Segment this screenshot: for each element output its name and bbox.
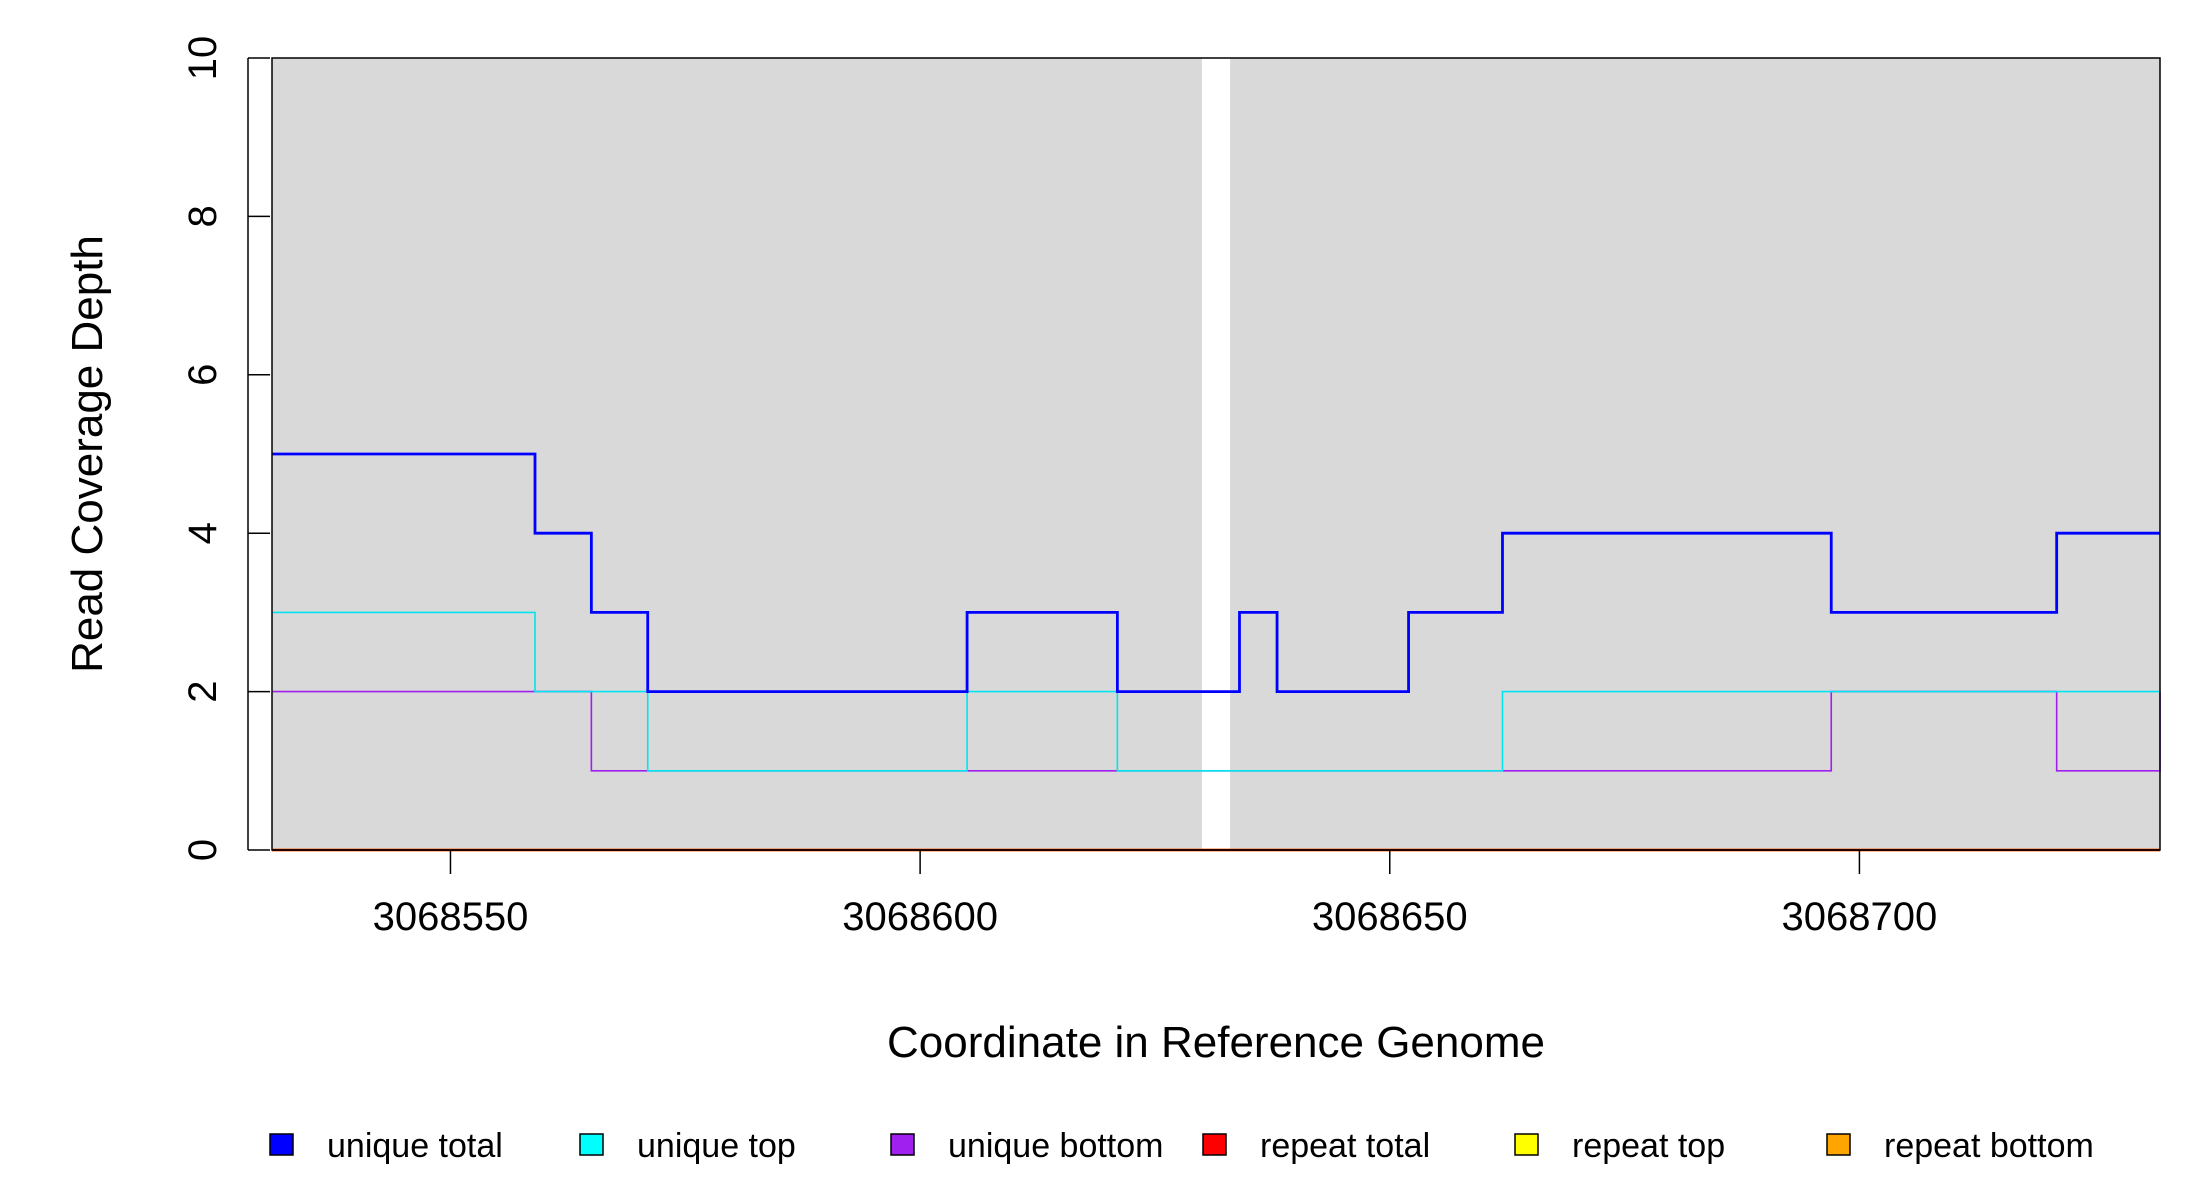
legend-swatch [1202,1133,1227,1156]
y-tick-label: 4 [181,522,225,544]
legend-label: unique bottom [948,1127,1164,1165]
legend-item-unique-bottom: unique bottom [890,1127,1164,1165]
legend-item-repeat-bottom: repeat bottom [1826,1127,2094,1165]
y-axis-label: Read Coverage Depth [63,235,112,673]
x-axis: 3068550 3068600 3068650 3068700 [272,849,2160,939]
x-tick-label: 3068700 [1782,895,1938,939]
legend-label: unique total [327,1127,503,1165]
legend-item-repeat-top: repeat top [1514,1127,1725,1165]
y-axis: 0 2 4 6 8 10 [181,36,270,861]
y-tick-label: 6 [181,364,225,386]
legend-label: repeat bottom [1884,1127,2094,1165]
legend-swatch [1514,1133,1539,1156]
x-tick-label: 3068650 [1312,895,1468,939]
legend-label: unique top [637,1127,796,1165]
y-tick-label: 10 [181,36,225,81]
legend-item-repeat-total: repeat total [1202,1127,1430,1165]
legend-swatch [269,1133,294,1156]
legend-label: repeat total [1260,1127,1430,1165]
legend-item-unique-total: unique total [269,1127,503,1165]
legend-swatch [1826,1133,1851,1156]
legend-swatch [579,1133,604,1156]
x-tick-label: 3068550 [373,895,529,939]
legend-item-unique-top: unique top [579,1127,796,1165]
legend: unique total unique top unique bottom repea… [269,1127,2094,1165]
x-axis-label: Coordinate in Reference Genome [887,1018,1545,1067]
y-tick-label: 8 [181,205,225,227]
legend-swatch [890,1133,915,1156]
series-line-unique-total [272,452,2160,693]
plot-background-right [1230,58,2160,850]
y-tick-label: 2 [181,680,225,702]
legend-label: repeat top [1572,1127,1725,1165]
x-tick-label: 3068600 [842,895,998,939]
y-tick-label: 0 [181,839,225,861]
